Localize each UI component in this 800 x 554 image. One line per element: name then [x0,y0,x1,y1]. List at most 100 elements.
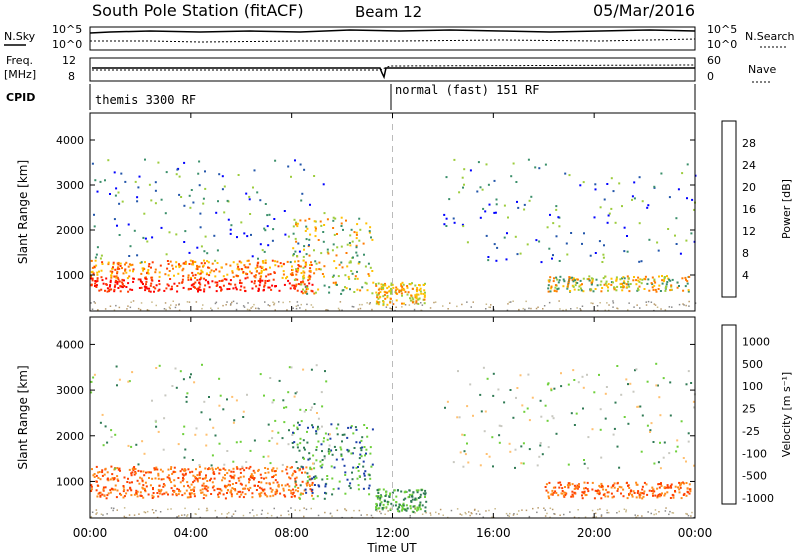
data-cell [254,484,256,487]
data-cell [537,306,539,308]
data-cell [225,263,228,266]
data-cell [346,478,349,481]
data-cell [208,396,210,398]
data-cell [220,289,222,292]
data-cell [96,246,99,249]
data-cell [586,481,589,484]
data-cell [670,483,673,486]
data-cell [182,474,185,477]
data-cell [616,489,619,492]
data-cell [350,228,353,231]
data-cell [154,419,157,422]
data-cell [93,476,96,478]
data-cell [209,418,212,421]
data-cell [398,291,401,294]
data-cell [401,302,403,305]
data-cell [291,493,294,496]
data-cell [354,426,357,429]
data-cell [328,291,331,294]
data-cell [94,256,97,259]
data-cell [525,509,528,512]
data-cell [562,494,565,497]
data-cell [509,389,512,391]
data-cell [264,467,267,469]
data-cell [142,283,144,285]
data-cell [165,287,168,290]
data-cell [636,405,639,408]
data-cell [618,466,621,469]
data-cell [376,510,378,512]
data-cell [115,276,118,279]
data-cell [149,290,152,293]
data-cell [303,290,306,293]
data-cell [90,484,93,487]
data-cell [124,268,127,271]
data-cell [308,270,311,273]
data-cell [653,186,656,189]
data-cell [316,427,319,430]
data-cell [186,514,189,516]
data-cell [401,506,404,509]
data-cell [148,290,151,293]
data-cell [290,466,293,469]
data-cell [133,493,136,496]
data-cell [291,268,294,271]
data-cell [662,456,665,459]
data-cell [177,272,180,275]
data-cell [209,479,211,482]
data-cell [146,471,149,474]
data-cell [376,294,379,297]
data-cell [547,290,550,293]
data-cell [216,516,218,518]
data-cell [257,290,260,292]
velocity-data [90,362,696,519]
data-cell [225,278,228,281]
data-cell [258,284,261,287]
data-cell [341,458,344,461]
data-cell [586,373,588,376]
data-cell [564,491,567,494]
data-cell [344,471,347,474]
data-cell [652,288,655,291]
ytick-label: 1000 [56,269,84,282]
data-cell [189,471,191,474]
data-cell [317,484,320,487]
data-cell [482,207,485,210]
data-cell [314,220,317,223]
data-cell [335,458,338,461]
data-cell [685,494,688,497]
data-cell [282,301,284,304]
data-cell [668,306,671,308]
data-cell [380,285,383,288]
data-cell [289,466,292,469]
data-cell [354,275,357,278]
data-cell [170,288,173,291]
data-cell [248,489,250,492]
data-cell [627,422,630,425]
data-cell [411,282,413,285]
data-cell [302,274,305,277]
data-cell [589,254,592,257]
data-cell [380,288,383,291]
data-cell [277,483,280,486]
data-cell [424,489,427,492]
data-cell [333,233,336,236]
data-cell [378,301,381,304]
data-cell [567,463,570,466]
data-cell [90,391,93,394]
data-cell [288,366,291,369]
data-cell [154,271,157,274]
data-cell [91,468,93,471]
data-cell [648,289,651,292]
colorbar-tick: -100 [742,447,767,460]
data-cell [581,494,583,497]
data-cell [289,273,292,276]
data-cell [218,173,221,176]
data-cell [175,233,178,236]
data-cell [259,275,262,278]
data-cell [576,282,579,284]
data-cell [141,479,144,482]
colorbar-label: Power [dB] [780,179,793,239]
data-cell [398,506,401,509]
data-cell [178,515,180,517]
